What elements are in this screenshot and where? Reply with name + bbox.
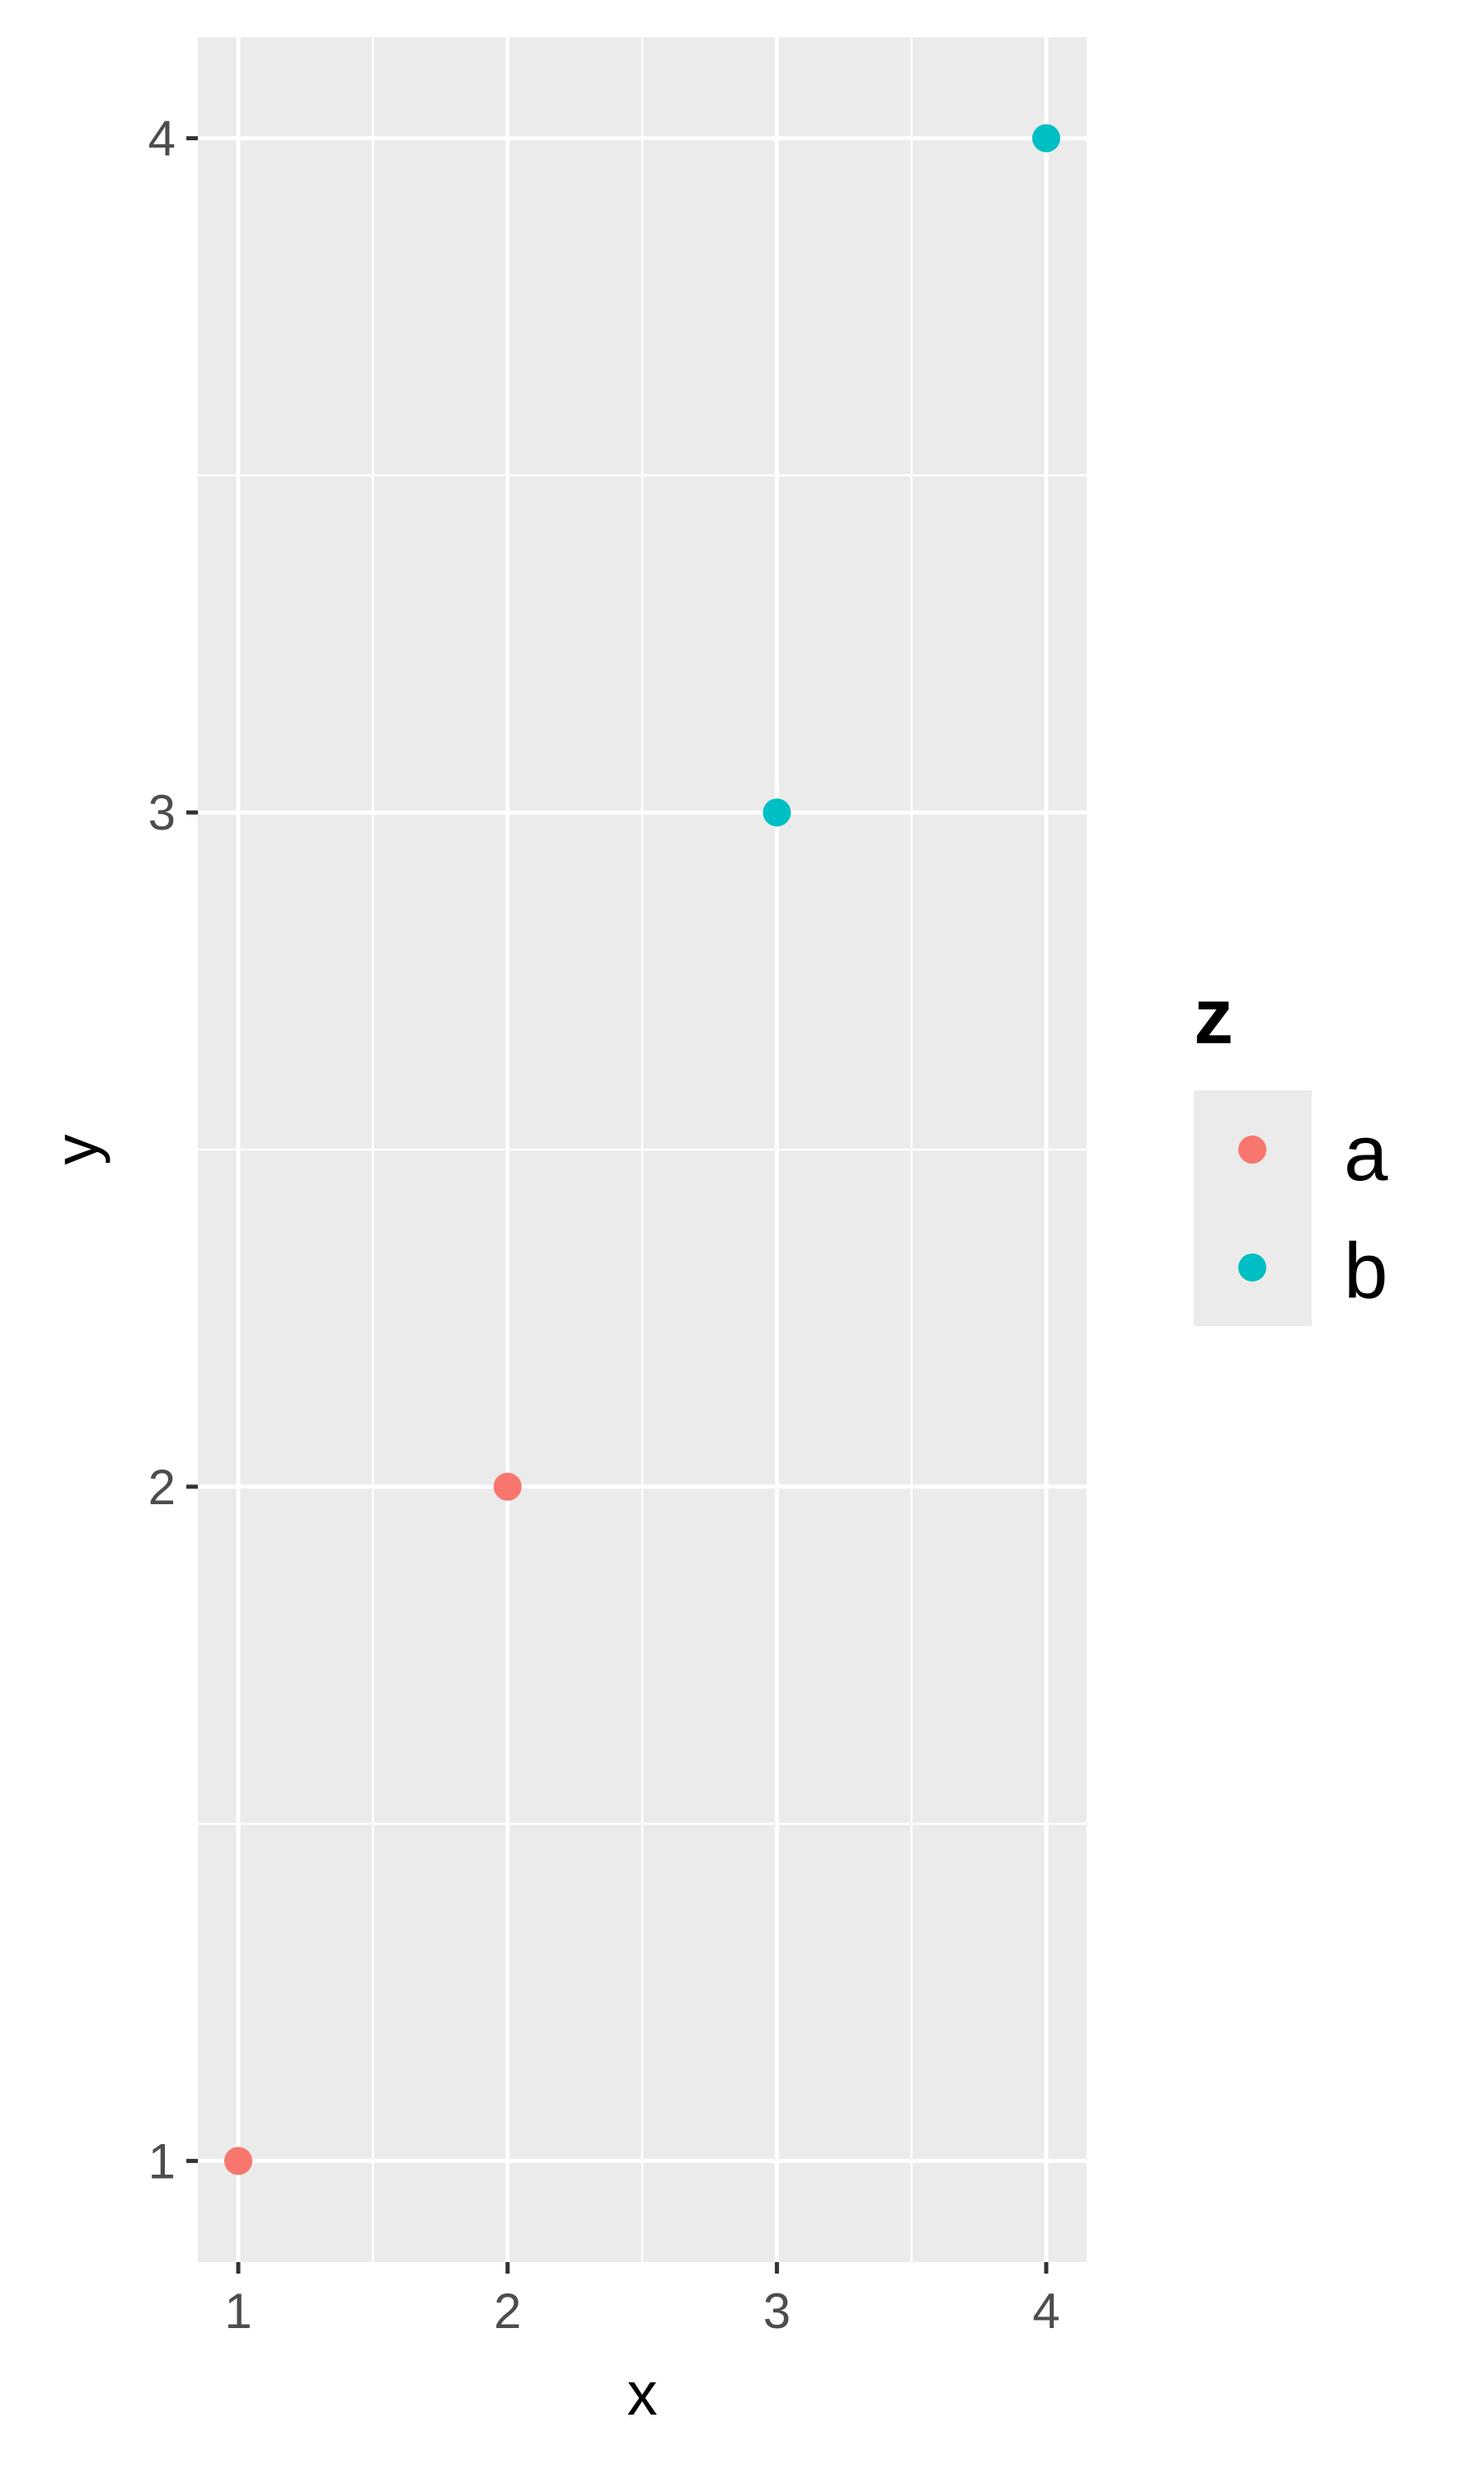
x-tick-label: 1 <box>224 2284 251 2339</box>
x-axis: 1 2 3 4 <box>224 2262 1059 2339</box>
legend-key-a <box>1238 1136 1266 1164</box>
x-tick-label: 3 <box>763 2284 791 2339</box>
data-point-a <box>494 1473 522 1501</box>
data-point-b <box>763 798 791 826</box>
legend-label-a: a <box>1344 1109 1388 1197</box>
y-tick-label: 4 <box>148 111 176 167</box>
y-tick-label: 2 <box>148 1460 176 1515</box>
legend-title: z <box>1194 972 1233 1061</box>
y-axis: 1 2 3 4 <box>148 111 198 2189</box>
x-axis-title: x <box>627 2359 658 2428</box>
x-tick-label: 4 <box>1032 2284 1059 2339</box>
y-axis-title: y <box>42 1135 110 1165</box>
data-point-a <box>224 2147 252 2175</box>
data-point-b <box>1032 125 1060 153</box>
legend-key-b <box>1238 1253 1266 1282</box>
legend-label-b: b <box>1344 1227 1388 1315</box>
x-tick-label: 2 <box>494 2284 521 2339</box>
legend-key-background <box>1194 1090 1312 1326</box>
y-tick-label: 1 <box>148 2133 176 2189</box>
y-tick-label: 3 <box>148 785 176 840</box>
legend: z a b <box>1194 972 1388 1326</box>
